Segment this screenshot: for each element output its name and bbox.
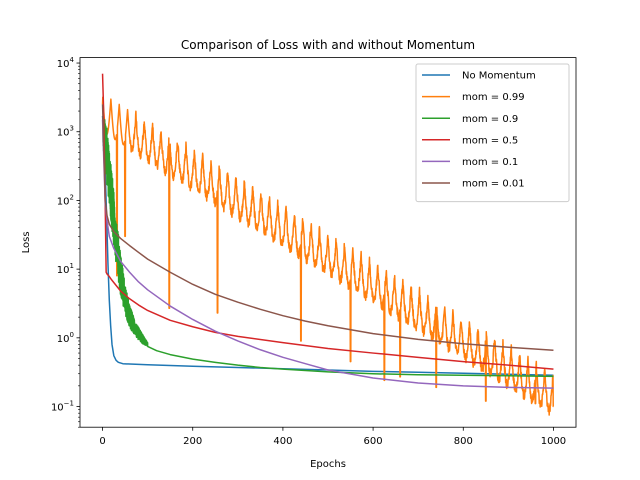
x-tick-label: 400: [273, 436, 292, 447]
series-line-mom-0-01: [101, 104, 554, 351]
x-tick-label: 1000: [541, 436, 566, 447]
x-tick-label: 600: [364, 436, 383, 447]
x-axis-label: Epochs: [310, 459, 346, 470]
x-axis: 0 200 400 600 800 1000: [99, 427, 566, 447]
legend: No Momentum mom = 0.99 mom = 0.9 mom = 0.5 m…: [415, 63, 570, 203]
series-layer: [101, 73, 554, 416]
chart-title: Comparison of Loss with and without Mome…: [181, 38, 475, 52]
series-line-no-momentum: [101, 115, 554, 377]
x-tick-label: 0: [99, 436, 105, 447]
y-tick-label: 104: [57, 56, 75, 70]
y-tick-label: 100: [57, 331, 74, 345]
x-tick-label: 800: [454, 436, 473, 447]
legend-label: mom = 0.1: [462, 157, 518, 168]
x-tick-label: 200: [183, 436, 202, 447]
y-tick-label: 10−1: [51, 400, 74, 414]
legend-box: [415, 63, 570, 203]
legend-label: mom = 0.5: [462, 135, 518, 146]
legend-label: No Momentum: [462, 71, 536, 82]
series-line-mom-0-1: [101, 119, 554, 389]
y-axis: 10−1 100 101 102 103 104: [51, 56, 80, 428]
y-axis-label: Loss: [21, 231, 32, 253]
y-tick-label: 103: [57, 125, 74, 139]
series-line-mom-0-5: [101, 73, 554, 370]
legend-label: mom = 0.01: [462, 179, 525, 190]
y-tick-label: 101: [57, 262, 74, 276]
plot-area-frame: [79, 57, 577, 428]
series-line-mom-0-99: [101, 96, 554, 416]
legend-label: mom = 0.99: [462, 92, 525, 103]
y-tick-label: 102: [57, 193, 74, 207]
legend-label: mom = 0.9: [462, 114, 518, 125]
series-line-mom-0-9: [102, 117, 554, 378]
